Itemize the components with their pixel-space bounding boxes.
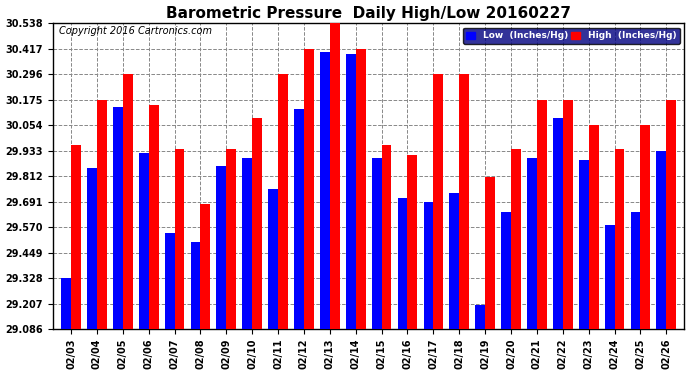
Bar	[97, 100, 107, 329]
Bar	[123, 74, 132, 329]
Bar	[501, 212, 511, 329]
Bar	[640, 125, 650, 329]
Bar	[656, 151, 667, 329]
Bar	[589, 125, 598, 329]
Bar	[449, 194, 460, 329]
Bar	[667, 100, 676, 329]
Bar	[475, 305, 485, 329]
Bar	[604, 225, 615, 329]
Bar	[537, 100, 546, 329]
Bar	[356, 49, 366, 329]
Bar	[87, 168, 97, 329]
Bar	[615, 149, 624, 329]
Bar	[304, 49, 314, 329]
Bar	[433, 74, 443, 329]
Bar	[485, 177, 495, 329]
Bar	[382, 145, 391, 329]
Bar	[217, 166, 226, 329]
Bar	[165, 233, 175, 329]
Bar	[460, 74, 469, 329]
Bar	[278, 74, 288, 329]
Bar	[113, 107, 123, 329]
Bar	[190, 242, 200, 329]
Bar	[397, 198, 408, 329]
Bar	[511, 149, 521, 329]
Text: Copyright 2016 Cartronics.com: Copyright 2016 Cartronics.com	[59, 26, 213, 36]
Bar	[139, 153, 148, 329]
Title: Barometric Pressure  Daily High/Low 20160227: Barometric Pressure Daily High/Low 20160…	[166, 6, 571, 21]
Bar	[175, 149, 184, 329]
Bar	[200, 204, 210, 329]
Bar	[563, 100, 573, 329]
Bar	[71, 145, 81, 329]
Bar	[320, 52, 330, 329]
Bar	[294, 109, 304, 329]
Bar	[330, 23, 339, 329]
Legend: Low  (Inches/Hg), High  (Inches/Hg): Low (Inches/Hg), High (Inches/Hg)	[463, 28, 680, 44]
Bar	[408, 156, 417, 329]
Bar	[579, 160, 589, 329]
Bar	[553, 117, 563, 329]
Bar	[61, 278, 71, 329]
Bar	[242, 158, 253, 329]
Bar	[253, 117, 262, 329]
Bar	[372, 158, 382, 329]
Bar	[346, 54, 356, 329]
Bar	[148, 105, 159, 329]
Bar	[527, 158, 537, 329]
Bar	[226, 149, 236, 329]
Bar	[268, 189, 278, 329]
Bar	[424, 202, 433, 329]
Bar	[631, 212, 640, 329]
